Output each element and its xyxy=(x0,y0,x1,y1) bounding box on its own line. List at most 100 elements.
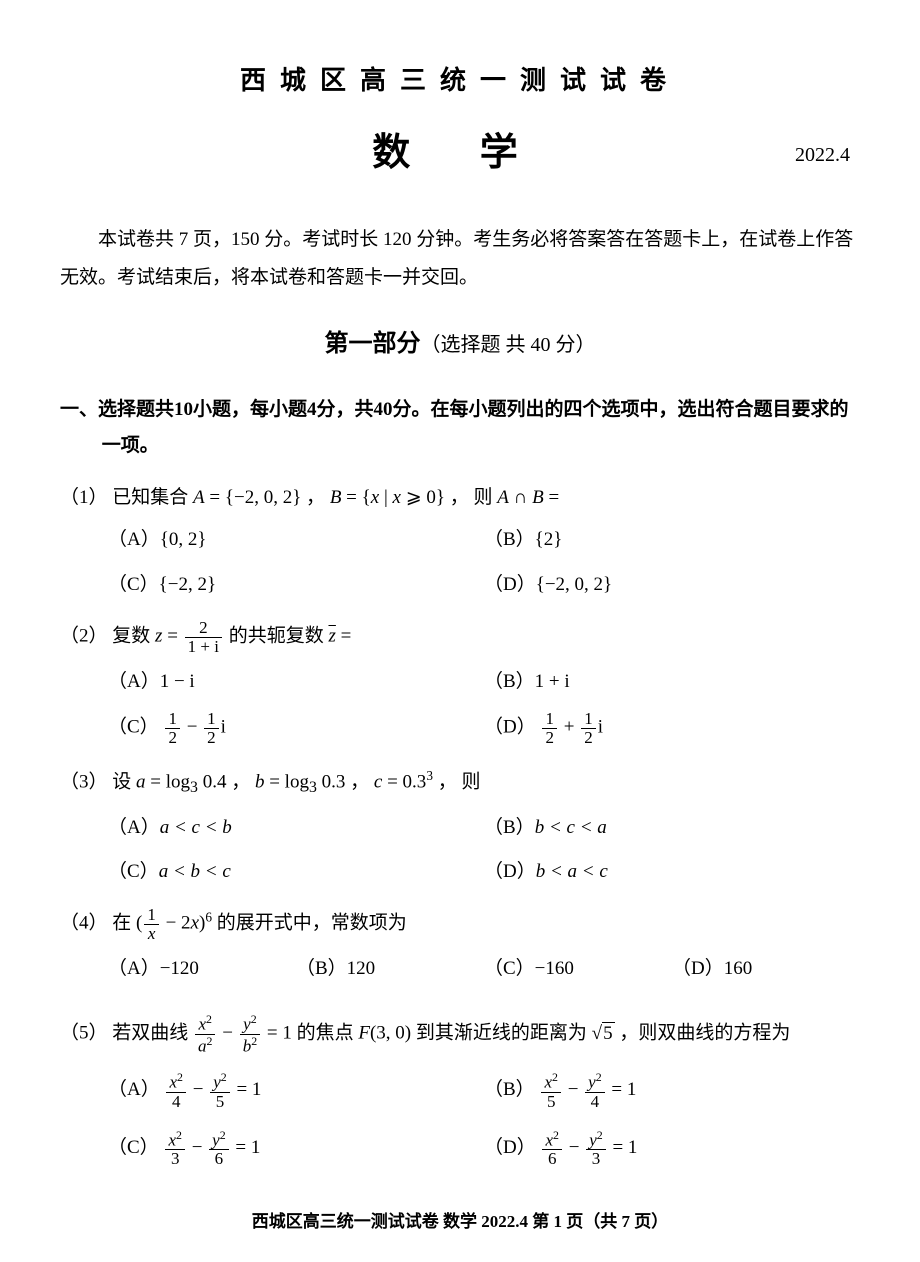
frac-den: 4 xyxy=(166,1093,186,1111)
q3-stem: （3） 设 a = log3 0.4 ， b = log3 0.3 ， c = … xyxy=(60,765,860,802)
var: x xyxy=(199,1015,207,1034)
q5-option-D: （D） x26 − y23 = 1 xyxy=(484,1129,860,1168)
q4-x: x xyxy=(191,913,199,934)
q3-tail: ， 则 xyxy=(433,771,481,792)
q3-option-A: （A）a < c < b xyxy=(108,812,484,844)
q3-base: 3 xyxy=(309,779,317,796)
opt-body: b < a < c xyxy=(536,861,608,882)
q1-text: = xyxy=(544,487,559,508)
subject: 数 学 xyxy=(60,121,860,176)
opt-label: （C） xyxy=(108,1137,159,1158)
q2-D-plus: + xyxy=(559,717,579,738)
part-label-bold: 第一部分 xyxy=(325,331,421,357)
frac-den: 6 xyxy=(542,1150,562,1168)
opt-label: （A） xyxy=(108,1079,160,1100)
var: x xyxy=(169,1073,177,1092)
q1-options: （A）{0, 2} （B）{2} （C）{−2, 2} （D）{−2, 0, 2… xyxy=(60,524,860,601)
q5-number: （5） xyxy=(60,1023,108,1044)
q2-text: = xyxy=(336,626,351,647)
q2-C-minus: − xyxy=(182,717,202,738)
part-label-rest: （选择题 共 40 分） xyxy=(421,334,596,356)
pow: 2 xyxy=(552,1070,558,1084)
frac-den: 3 xyxy=(165,1150,185,1168)
q2-C-i: i xyxy=(221,717,226,738)
frac: x24 xyxy=(166,1071,186,1110)
frac-num: x2 xyxy=(195,1013,215,1035)
opt-label: （B） xyxy=(484,817,535,838)
q4-stem: （4） 在 (1x − 2x)6 的展开式中，常数项为 xyxy=(60,906,860,943)
q4-options: （A）−120 （B）120 （C）−160 （D）160 xyxy=(60,953,860,985)
q3-a: a xyxy=(136,771,146,792)
q2-frac-num: 2 xyxy=(185,619,222,638)
pow: 2 xyxy=(176,1128,182,1142)
frac-den: 2 xyxy=(165,729,180,747)
frac-num: 1 xyxy=(144,906,159,925)
q5-tail: ，则双曲线的方程为 xyxy=(615,1023,791,1044)
q3-log: = log xyxy=(264,771,309,792)
frac-den: x xyxy=(144,925,159,943)
pow: 2 xyxy=(220,1128,226,1142)
q3-val: 0.4 ， xyxy=(198,771,255,792)
eq: = 1 xyxy=(232,1079,262,1100)
frac-num: y2 xyxy=(210,1071,230,1093)
opt-label: （C） xyxy=(108,861,159,882)
section-heading: 一、选择题共10小题，每小题4分，共40分。在每小题列出的四个选项中，选出符合题… xyxy=(102,392,860,464)
sqrt-icon: √5 xyxy=(592,1018,615,1050)
opt-body: b < c < a xyxy=(535,817,607,838)
q2-fraction: 21 + i xyxy=(185,619,222,656)
q5-options: （A） x24 − y25 = 1 （B） x25 − y24 = 1 （C） … xyxy=(60,1071,860,1168)
minus: − xyxy=(188,1079,208,1100)
pow: 2 xyxy=(596,1070,602,1084)
q2-C-frac2: 12 xyxy=(204,710,219,747)
frac: y26 xyxy=(209,1129,229,1168)
frac-num: x2 xyxy=(542,1129,562,1151)
minus: − xyxy=(564,1137,584,1158)
q2-D-frac1: 12 xyxy=(542,710,557,747)
pow: 2 xyxy=(251,1012,257,1026)
opt-body: a < c < b xyxy=(160,817,232,838)
q2-D-frac2: 12 xyxy=(581,710,596,747)
page-footer: 西城区高三统一测试试卷 数学 2022.4 第 1 页（共 7 页） xyxy=(0,1207,920,1232)
instructions: 本试卷共 7 页，150 分。考试时长 120 分钟。考生务必将答案答在答题卡上… xyxy=(60,221,860,297)
subject-row: 数 学 2022.4 xyxy=(60,121,860,171)
var: y xyxy=(213,1073,221,1092)
q5-minus: − xyxy=(217,1023,237,1044)
q2-D-i: i xyxy=(598,717,603,738)
frac-den: 3 xyxy=(586,1150,606,1168)
q2-zbar-inner: z xyxy=(328,626,335,647)
frac-num: y2 xyxy=(585,1071,605,1093)
q2-D-label: （D） xyxy=(484,717,536,738)
minus: − xyxy=(563,1079,583,1100)
q5-option-A: （A） x24 − y25 = 1 xyxy=(108,1071,484,1110)
frac-num: x2 xyxy=(166,1071,186,1093)
q4-option-C: （C）−160 xyxy=(484,953,672,985)
q2-zbar: z xyxy=(328,626,335,647)
sqrt-symbol: √ xyxy=(592,1023,602,1044)
opt-label: （A） xyxy=(108,817,160,838)
frac: x23 xyxy=(165,1129,185,1168)
exam-date: 2022.4 xyxy=(795,144,850,167)
frac: x26 xyxy=(542,1129,562,1168)
q1-text: = {−2, 0, 2} ， xyxy=(205,487,330,508)
frac-den: 6 xyxy=(209,1150,229,1168)
q1-cap: ∩ xyxy=(509,487,532,508)
var: y xyxy=(589,1130,597,1149)
frac-num: 1 xyxy=(581,710,596,729)
q2-option-C: （C） 12 − 12i xyxy=(108,710,484,747)
q1-text: = { xyxy=(341,487,370,508)
q2-option-A: （A）1 − i xyxy=(108,666,484,698)
q3-base: 3 xyxy=(190,779,198,796)
q2-stem: （2） 复数 z = 21 + i 的共轭复数 z = xyxy=(60,619,860,656)
eq: = 1 xyxy=(607,1079,637,1100)
var: x xyxy=(544,1073,552,1092)
frac-num: 1 xyxy=(542,710,557,729)
q5-text: (3, 0) 到其渐近线的距离为 xyxy=(370,1023,592,1044)
question-2: （2） 复数 z = 21 + i 的共轭复数 z = （A）1 − i （B）… xyxy=(60,619,860,747)
page-title: 西城区高三统一测试试卷 xyxy=(60,60,860,97)
q2-option-D: （D） 12 + 12i xyxy=(484,710,860,747)
q1-A: A xyxy=(497,487,509,508)
q5-option-C: （C） x23 − y26 = 1 xyxy=(108,1129,484,1168)
q1-option-C: （C）{−2, 2} xyxy=(108,569,484,601)
q1-text: 已知集合 xyxy=(112,487,193,508)
q3-option-D: （D）b < a < c xyxy=(484,856,860,888)
